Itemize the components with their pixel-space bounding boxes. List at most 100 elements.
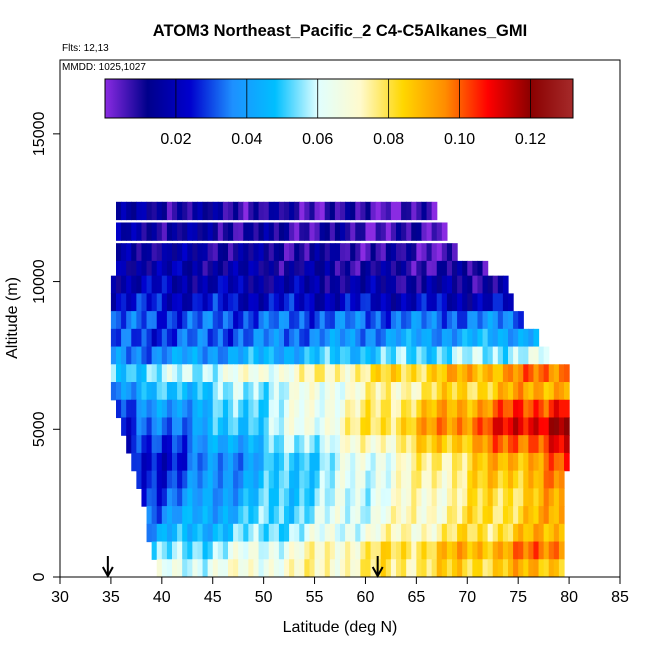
heatmap-cell xyxy=(350,541,356,560)
heatmap-cell xyxy=(462,364,468,383)
heatmap-cell xyxy=(411,452,417,472)
heatmap-cell xyxy=(182,470,188,489)
heatmap-cell xyxy=(197,275,204,294)
heatmap-cell xyxy=(253,506,260,525)
heatmap-cell xyxy=(457,523,463,543)
heatmap-cell xyxy=(558,488,565,507)
heatmap-cell xyxy=(238,293,244,312)
heatmap-cell xyxy=(222,382,229,401)
heatmap-cell xyxy=(136,399,143,419)
heatmap-cell xyxy=(172,243,178,262)
heatmap-cell xyxy=(314,417,321,436)
heatmap-cell xyxy=(380,470,387,489)
heatmap-cell xyxy=(273,382,280,401)
heatmap-cell xyxy=(177,364,183,383)
heatmap-cell xyxy=(172,399,178,419)
heatmap-cell xyxy=(472,523,479,543)
heatmap-cell xyxy=(446,293,453,312)
heatmap-cell xyxy=(268,311,275,330)
heatmap-cell xyxy=(528,399,535,419)
flight-arrows xyxy=(101,556,384,579)
heatmap-cell xyxy=(487,435,494,454)
heatmap-cell xyxy=(314,506,321,525)
heatmap-cell xyxy=(207,222,214,241)
heatmap-cell xyxy=(492,435,499,454)
heatmap-cell xyxy=(533,382,540,401)
heatmap-cell xyxy=(452,243,458,262)
heatmap-cell xyxy=(299,435,305,454)
heatmap-cell xyxy=(416,417,423,436)
heatmap-cell xyxy=(436,328,443,348)
heatmap-cell xyxy=(421,222,428,241)
heatmap-cell xyxy=(222,399,229,419)
heatmap-cell xyxy=(462,541,468,560)
heatmap-cell xyxy=(207,364,214,383)
heatmap-cell xyxy=(365,260,372,280)
heatmap-cell xyxy=(207,452,214,472)
heatmap-cell xyxy=(329,222,336,241)
heatmap-cell xyxy=(497,435,504,454)
heatmap-cell xyxy=(538,452,545,472)
heatmap-cell xyxy=(340,559,346,577)
heatmap-cell xyxy=(248,559,255,577)
heatmap-cell xyxy=(472,470,479,489)
heatmap-cell xyxy=(462,523,468,543)
heatmap-cell xyxy=(126,417,132,436)
heatmap-cell xyxy=(426,222,433,241)
heatmap-cell xyxy=(421,559,428,577)
heatmap-cell xyxy=(182,506,188,525)
heatmap-cell xyxy=(497,452,504,472)
heatmap-cell xyxy=(385,523,392,543)
heatmap-cell xyxy=(166,435,173,454)
heatmap-cell xyxy=(268,417,275,436)
heatmap-cell xyxy=(278,260,285,280)
heatmap-cell xyxy=(472,488,479,507)
heatmap-cell xyxy=(446,364,453,383)
heatmap-cell xyxy=(375,488,382,507)
heatmap-cell xyxy=(182,382,188,401)
heatmap-cell xyxy=(166,260,173,280)
heatmap-cell xyxy=(487,488,494,507)
heatmap-cell xyxy=(146,435,153,454)
heatmap-cell xyxy=(212,346,219,365)
heatmap-cell xyxy=(396,399,402,419)
heatmap-cell xyxy=(151,311,158,330)
heatmap-cell xyxy=(228,488,234,507)
heatmap-cell xyxy=(243,452,249,472)
heatmap-cell xyxy=(375,506,382,525)
heatmap-cell xyxy=(121,328,127,348)
heatmap-cell xyxy=(482,346,489,365)
heatmap-cell xyxy=(197,311,204,330)
heatmap-cell xyxy=(110,328,117,348)
heatmap-cell xyxy=(258,506,265,525)
heatmap-cell xyxy=(370,506,377,525)
heatmap-cell xyxy=(177,222,183,241)
heatmap-cell xyxy=(543,346,550,365)
heatmap-cell xyxy=(263,346,270,365)
heatmap-cell xyxy=(319,506,326,525)
heatmap-cell xyxy=(441,382,448,401)
heatmap-cell xyxy=(166,559,173,577)
heatmap-cell xyxy=(477,488,484,507)
heatmap-cell xyxy=(446,541,453,560)
heatmap-cell xyxy=(426,293,433,312)
heatmap-cell xyxy=(401,328,407,348)
heatmap-cell xyxy=(268,364,275,383)
heatmap-cell xyxy=(518,488,524,507)
heatmap-cell xyxy=(538,523,545,543)
heatmap-cell xyxy=(533,523,540,543)
heatmap-cell xyxy=(263,523,270,543)
heatmap-cell xyxy=(217,382,224,401)
heatmap-cell xyxy=(161,201,168,221)
heatmap-cell xyxy=(141,488,148,507)
heatmap-cell xyxy=(289,399,295,419)
heatmap-cell xyxy=(467,275,473,294)
heatmap-cell xyxy=(441,488,448,507)
heatmap-cell xyxy=(502,435,509,454)
heatmap-cell xyxy=(497,523,504,543)
heatmap-cell xyxy=(345,417,351,436)
heatmap-cell xyxy=(508,364,514,383)
heatmap-cell xyxy=(319,346,326,365)
heatmap-cell xyxy=(543,488,550,507)
heatmap-cell xyxy=(131,328,137,348)
